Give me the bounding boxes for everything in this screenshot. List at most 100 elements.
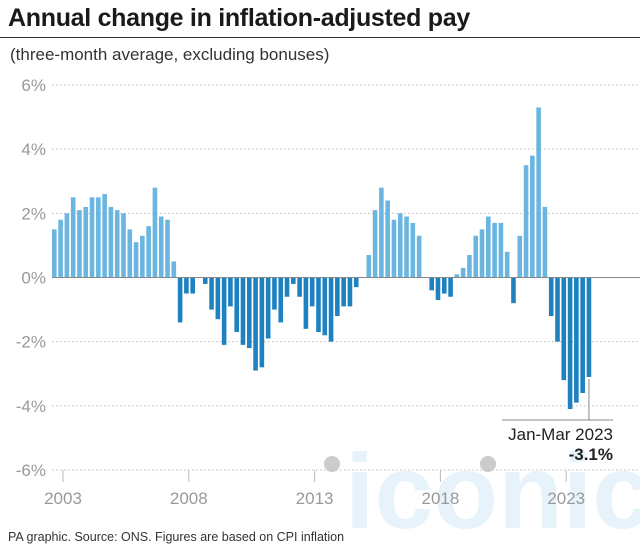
bar — [259, 277, 265, 368]
bar — [335, 277, 340, 316]
bar — [391, 219, 397, 278]
bar — [555, 277, 560, 342]
bar — [416, 235, 422, 278]
watermark-text: iconic — [345, 433, 640, 551]
bar — [127, 229, 133, 278]
bar — [486, 216, 491, 278]
bar — [448, 277, 453, 297]
bar — [284, 277, 290, 297]
annotation-value: -3.1% — [569, 445, 613, 464]
y-tick-label: 2% — [21, 204, 46, 223]
bar — [517, 235, 523, 278]
bar — [146, 226, 151, 278]
bar — [70, 197, 76, 278]
bar — [96, 197, 101, 278]
bar — [410, 222, 416, 278]
bar — [322, 277, 328, 336]
annotation-label: Jan-Mar 2023 — [508, 425, 613, 444]
bar — [291, 277, 296, 284]
bar — [561, 277, 567, 381]
bar — [441, 277, 447, 294]
bar — [454, 274, 460, 278]
bar — [460, 267, 466, 278]
y-tick-label: 6% — [21, 76, 46, 95]
bar — [121, 213, 126, 278]
y-axis-ticks: 6% 4% 2% 0% -2% -4% -6% — [16, 76, 46, 480]
bar — [435, 277, 441, 300]
y-tick-label: 0% — [21, 269, 46, 288]
bar — [58, 219, 63, 278]
bar — [479, 229, 485, 278]
bar — [347, 277, 353, 307]
bar — [574, 277, 579, 403]
source-note: PA graphic. Source: ONS. Figures are bas… — [8, 530, 345, 544]
bar — [234, 277, 240, 333]
bar — [297, 277, 302, 297]
bar — [580, 277, 585, 393]
bar — [498, 222, 504, 278]
bar — [133, 242, 139, 278]
x-tick-label: 2003 — [44, 489, 82, 508]
watermark-dot-right — [480, 456, 496, 472]
watermark-dot-left — [324, 456, 340, 472]
bar — [379, 187, 384, 278]
bar — [511, 277, 516, 304]
bar — [278, 277, 284, 323]
bar — [567, 277, 573, 410]
bar — [202, 277, 208, 284]
x-tick-label: 2018 — [421, 489, 459, 508]
bar — [64, 213, 70, 278]
y-tick-label: -4% — [16, 397, 46, 416]
bar — [586, 277, 592, 377]
x-axis-ticks: 2003 2008 2013 2018 2023 — [44, 470, 585, 508]
bar — [467, 255, 472, 278]
bar — [523, 165, 529, 278]
bar — [246, 277, 252, 349]
title-divider — [0, 37, 640, 38]
bar — [272, 277, 277, 310]
bar — [52, 229, 57, 278]
bar — [316, 277, 321, 333]
chart-subtitle: (three-month average, excluding bonuses) — [10, 45, 330, 64]
bar — [303, 277, 309, 329]
bar — [221, 277, 227, 345]
bar — [83, 206, 89, 278]
chart-title: Annual change in inflation-adjusted pay — [8, 4, 470, 32]
bar — [341, 277, 346, 307]
bar — [397, 213, 403, 278]
bar — [473, 235, 479, 278]
bar — [265, 277, 271, 339]
bar — [385, 200, 390, 278]
bars — [52, 107, 592, 410]
bar — [108, 206, 114, 278]
y-tick-label: -2% — [16, 333, 46, 352]
bar — [140, 235, 145, 278]
x-tick-label: 2013 — [296, 489, 334, 508]
bar — [209, 277, 214, 310]
bar — [548, 277, 554, 316]
bar — [366, 255, 372, 278]
bar — [253, 277, 258, 371]
bar — [530, 155, 535, 278]
bar — [158, 216, 164, 278]
x-tick-label: 2023 — [547, 489, 585, 508]
bar — [89, 197, 95, 278]
x-tick-label: 2008 — [170, 489, 208, 508]
bar — [228, 277, 233, 307]
bar — [328, 277, 334, 342]
bar — [404, 216, 409, 278]
bar — [353, 277, 359, 288]
bar — [240, 277, 246, 345]
bar — [114, 210, 120, 278]
iconic-watermark: iconic — [324, 433, 640, 551]
bar — [504, 251, 510, 278]
bar — [429, 277, 434, 291]
bar — [492, 222, 497, 278]
latest-value-annotation: Jan-Mar 2023 -3.1% — [502, 378, 613, 464]
y-tick-label: -6% — [16, 461, 46, 480]
bar — [215, 277, 221, 320]
bar — [102, 194, 107, 278]
bar — [184, 277, 189, 294]
y-tick-label: 4% — [21, 140, 46, 159]
